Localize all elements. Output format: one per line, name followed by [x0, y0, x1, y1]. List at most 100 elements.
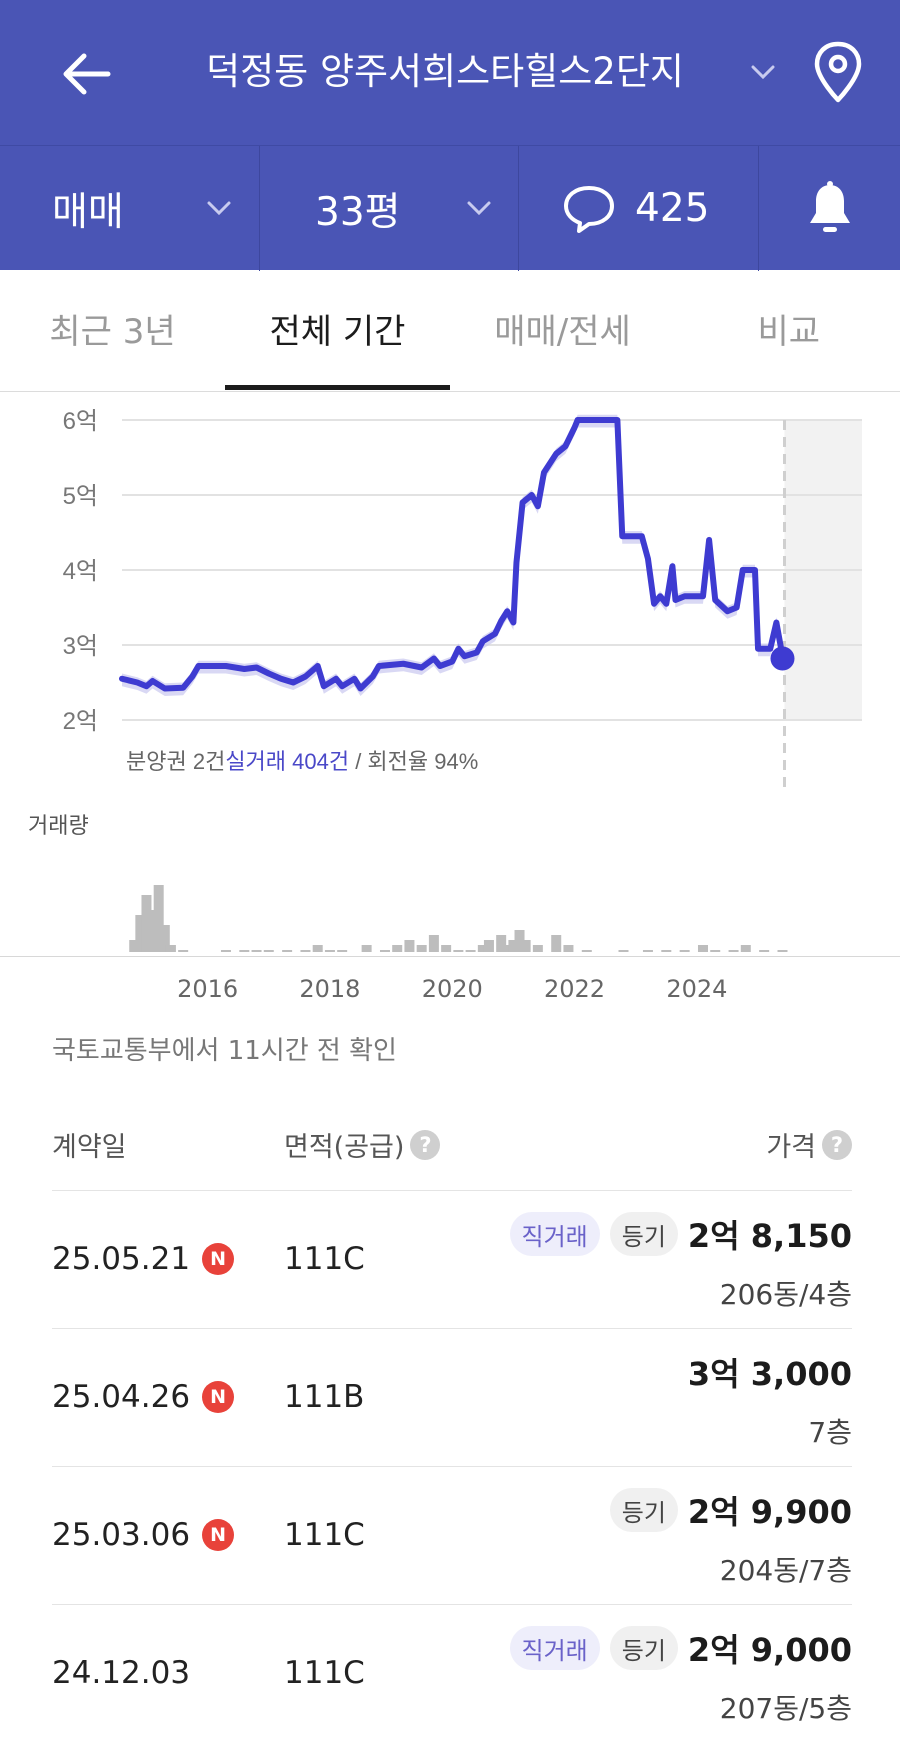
- volume-bar: [453, 950, 464, 952]
- y-tick-label: 6억: [63, 408, 98, 435]
- volume-bar: [141, 895, 152, 952]
- volume-bar: [379, 950, 390, 952]
- chevron-down-icon: [207, 201, 231, 216]
- new-badge-icon: N: [202, 1381, 235, 1413]
- trade-type-dropdown[interactable]: 매매: [0, 146, 259, 271]
- price-value: 3억 3,000: [687, 1355, 852, 1393]
- table-row[interactable]: 25.03.06 N 111C 등기 2억 9,900 204동/7층: [52, 1466, 852, 1604]
- price-cell: 3억 3,000: [688, 1349, 852, 1395]
- y-tick-label: 5억: [63, 483, 98, 510]
- chevron-down-icon[interactable]: [748, 60, 778, 84]
- table-row[interactable]: 25.05.21 N 111C 직거래 등기 2억 8,150 206동/4층: [52, 1190, 852, 1328]
- volume-bar: [496, 935, 507, 952]
- help-icon[interactable]: ?: [410, 1129, 441, 1160]
- map-pin-icon[interactable]: [812, 40, 864, 106]
- price-chart[interactable]: 6억 5억 4억 3억 2억 분양권 2건실거래 404건 / 회전율 94% 거래량: [0, 392, 900, 952]
- contract-date: 25.04.26 N: [52, 1379, 235, 1415]
- price-line: [119, 417, 786, 692]
- registered-tag: 등기: [609, 1488, 678, 1532]
- bell-icon: [809, 180, 850, 232]
- volume-bar: [532, 945, 543, 952]
- volume-bar: [392, 945, 403, 952]
- tab-compare[interactable]: 비교: [757, 312, 820, 352]
- tab-all-period[interactable]: 전체 기간: [269, 312, 406, 352]
- trade-type-label: 매매: [52, 189, 124, 235]
- floor-value: 204동/7층: [719, 1554, 852, 1587]
- volume-bar: [416, 945, 427, 952]
- latest-price-point: [770, 646, 795, 671]
- table-row[interactable]: 25.04.26 N 111B 3억 3,000 7층: [52, 1328, 852, 1466]
- volume-bar: [153, 885, 164, 952]
- page-title[interactable]: 덕정동 양주서희스타힐스2단지: [206, 50, 684, 93]
- volume-bar: [465, 950, 476, 952]
- volume-bar: [337, 950, 348, 952]
- price-value: 2억 9,900: [687, 1493, 852, 1531]
- filter-bar: 매매 33평 425: [0, 145, 900, 271]
- volume-bar: [159, 925, 170, 952]
- volume-bar: [300, 950, 311, 952]
- volume-bar: [312, 945, 323, 952]
- chart-divider: [0, 956, 900, 957]
- volume-bar: [428, 935, 439, 952]
- comments-button[interactable]: 425: [518, 146, 758, 271]
- area-value: 111B: [284, 1379, 365, 1415]
- price-range-band: [122, 414, 783, 696]
- volume-bar: [740, 945, 751, 952]
- volume-bar: [551, 935, 562, 952]
- volume-bar: [251, 950, 262, 952]
- volume-bar: [404, 940, 415, 952]
- contract-date-text: 25.03.06: [52, 1517, 191, 1553]
- header-area-label: 면적(공급): [284, 1132, 405, 1163]
- area-value: 111C: [284, 1655, 365, 1691]
- tab-sale-jeonse[interactable]: 매매/전세: [494, 312, 631, 352]
- direct-trade-tag: 직거래: [509, 1626, 600, 1670]
- contract-date: 24.12.03: [52, 1655, 190, 1691]
- volume-bar: [147, 910, 158, 952]
- price-cell: 등기 2억 9,900: [609, 1487, 852, 1533]
- data-source-note: 국토교통부에서 11시간 전 확인: [52, 1036, 397, 1066]
- volume-bar: [239, 950, 250, 952]
- real-trade-count: 실거래 404건: [225, 749, 349, 774]
- arrow-left-icon[interactable]: [58, 44, 118, 104]
- volume-bar: [220, 950, 231, 952]
- floor-value: 207동/5층: [719, 1692, 852, 1725]
- x-tick-label: 2016: [177, 975, 239, 1003]
- price-cell: 직거래 등기 2억 9,000: [509, 1625, 852, 1671]
- help-icon[interactable]: ?: [822, 1129, 852, 1160]
- contract-date: 25.05.21 N: [52, 1241, 235, 1277]
- volume-bar: [581, 950, 592, 952]
- price-value: 2억 8,150: [687, 1217, 852, 1255]
- contract-date-text: 24.12.03: [52, 1655, 191, 1691]
- notification-button[interactable]: [758, 146, 900, 271]
- volume-bar: [135, 915, 146, 952]
- price-cell: 직거래 등기 2억 8,150: [509, 1211, 852, 1257]
- app-header: 덕정동 양주서희스타힐스2단지: [0, 0, 900, 145]
- trade-stats: 분양권 2건실거래 404건 / 회전율 94%: [126, 749, 478, 774]
- volume-bar: [129, 940, 140, 952]
- header-contract-date: 계약일: [52, 1132, 127, 1163]
- volume-bar: [263, 950, 274, 952]
- area-value: 111C: [284, 1517, 365, 1553]
- volume-label: 거래량: [28, 813, 89, 838]
- floor-value: 206동/4층: [719, 1278, 852, 1311]
- speech-bubble-icon: [564, 185, 614, 233]
- volume-bar: [508, 940, 519, 952]
- turnover-rate: / 회전율 94%: [349, 749, 478, 774]
- x-tick-label: 2022: [544, 975, 606, 1003]
- comment-count: 425: [635, 186, 710, 231]
- presale-count: 분양권 2건: [126, 749, 225, 774]
- volume-bar: [661, 950, 672, 952]
- size-label: 33평: [315, 189, 401, 235]
- active-tab-indicator: [225, 385, 450, 390]
- volume-bar: [759, 950, 770, 952]
- tab-recent-3y[interactable]: 최근 3년: [49, 312, 176, 352]
- volume-bar: [728, 950, 739, 952]
- period-tabs: 최근 3년 전체 기간 매매/전세 비교: [0, 270, 900, 392]
- volume-bar: [502, 945, 513, 952]
- x-tick-label: 2018: [299, 975, 361, 1003]
- contract-date-text: 25.04.26: [52, 1379, 191, 1415]
- table-row[interactable]: 24.12.03 111C 직거래 등기 2억 9,000 207동/5층: [52, 1604, 852, 1742]
- size-dropdown[interactable]: 33평: [259, 146, 518, 271]
- y-tick-label: 4억: [63, 558, 98, 585]
